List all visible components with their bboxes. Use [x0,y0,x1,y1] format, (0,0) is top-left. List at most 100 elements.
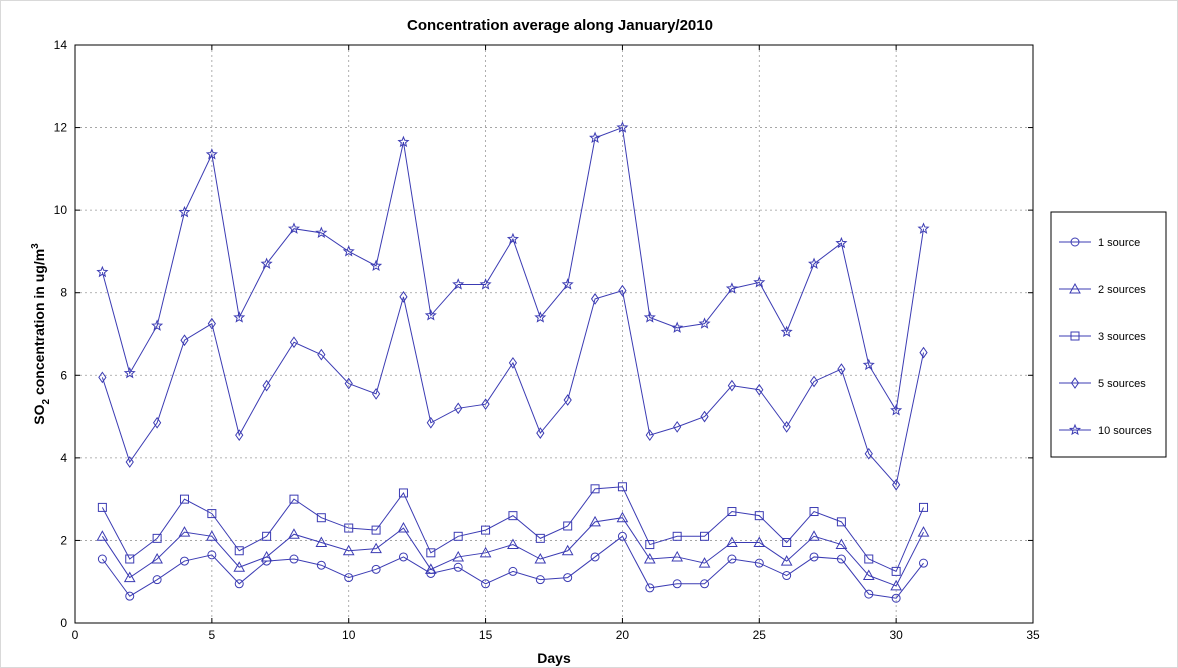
data-point [316,513,326,523]
data-point [96,530,109,541]
legend-label: 1 source [1098,237,1140,249]
data-point [453,531,463,541]
data-point [671,550,684,562]
data-point [780,555,793,566]
data-point [561,278,574,290]
data-point [344,377,353,390]
data-point [235,429,244,442]
data-point [755,383,764,396]
y-tick-label: 8 [60,286,67,300]
data-point [617,531,627,541]
data-point [892,478,901,491]
data-point [809,552,819,562]
data-point [754,558,764,568]
data-point [725,282,738,294]
data-point [643,552,656,564]
data-point [151,319,164,331]
data-point [371,387,381,400]
data-point [754,511,764,521]
series-line [101,126,925,412]
data-point [233,561,246,572]
data-point [753,276,766,288]
y-tick-label: 14 [54,38,68,52]
series-2 [96,511,930,591]
data-point [398,488,408,498]
data-point [809,375,819,388]
y-tick-label: 12 [54,121,68,135]
legend-label: 5 sources [1098,378,1146,390]
data-point [700,410,709,423]
data-point [563,573,573,583]
data-point [287,222,301,234]
legend-item: 5 sources [1059,377,1146,390]
data-point [508,511,518,521]
legend-item: 10 sources [1059,423,1152,437]
data-point [671,321,684,333]
legend: 1 source 2 sources 3 sources 5 sources 10 so… [1050,211,1167,458]
y-label-prefix: SO [31,404,47,424]
data-point [289,494,299,504]
data-point [919,346,928,359]
data-point [315,226,328,238]
data-point [534,311,547,323]
x-tick-label: 15 [479,628,493,642]
data-point [260,257,273,269]
data-point [700,531,710,541]
series-line [101,486,924,573]
data-point [864,554,874,564]
data-point [96,265,109,278]
legend-marker [1069,282,1081,294]
legend-item: 2 sources [1059,282,1146,296]
data-point [97,554,107,564]
data-point [508,566,518,576]
data-point [753,536,766,547]
data-point [782,571,792,581]
data-point [617,482,627,492]
data-point [316,560,326,570]
data-point [590,484,600,494]
chart-title: Concentration average along January/2010 [407,17,713,34]
data-point [152,533,162,543]
data-point [862,358,875,371]
data-point [453,562,463,572]
y-label-superscript: 3 [30,243,41,249]
data-point [452,550,465,562]
axis-ticks: 0 5 10 15 20 25 30 35 0 2 4 6 8 10 12 14 [54,38,1040,642]
series-layer [96,121,930,603]
data-point [479,546,492,558]
data-point [260,550,273,562]
x-tick-label: 35 [1026,628,1040,642]
x-axis-label: Days [537,650,571,666]
data-point [645,540,655,550]
x-tick-label: 0 [72,628,79,642]
data-point [780,325,793,338]
x-tick-label: 5 [209,628,216,642]
data-point [481,398,490,411]
legend-label: 3 sources [1098,331,1146,343]
data-point [919,502,929,512]
data-point [207,550,217,560]
x-tick-label: 25 [753,628,767,642]
data-point [507,538,519,550]
y-tick-label: 2 [60,533,67,547]
data-point [862,569,875,581]
legend-item: 1 source [1059,237,1140,249]
y-tick-label: 10 [54,203,68,217]
data-point [590,552,600,562]
data-point [917,222,930,234]
data-point [864,447,873,460]
plot-area [75,45,1033,623]
data-point [890,404,903,416]
data-point [589,515,601,527]
series-1 [97,531,929,603]
data-point [643,311,656,323]
data-point [917,526,930,537]
legend-label: 2 sources [1098,284,1146,296]
data-point [672,531,682,541]
data-point [288,528,300,539]
data-point [782,421,791,433]
series-5 [96,121,930,416]
data-point [262,531,272,541]
data-point [835,236,848,249]
